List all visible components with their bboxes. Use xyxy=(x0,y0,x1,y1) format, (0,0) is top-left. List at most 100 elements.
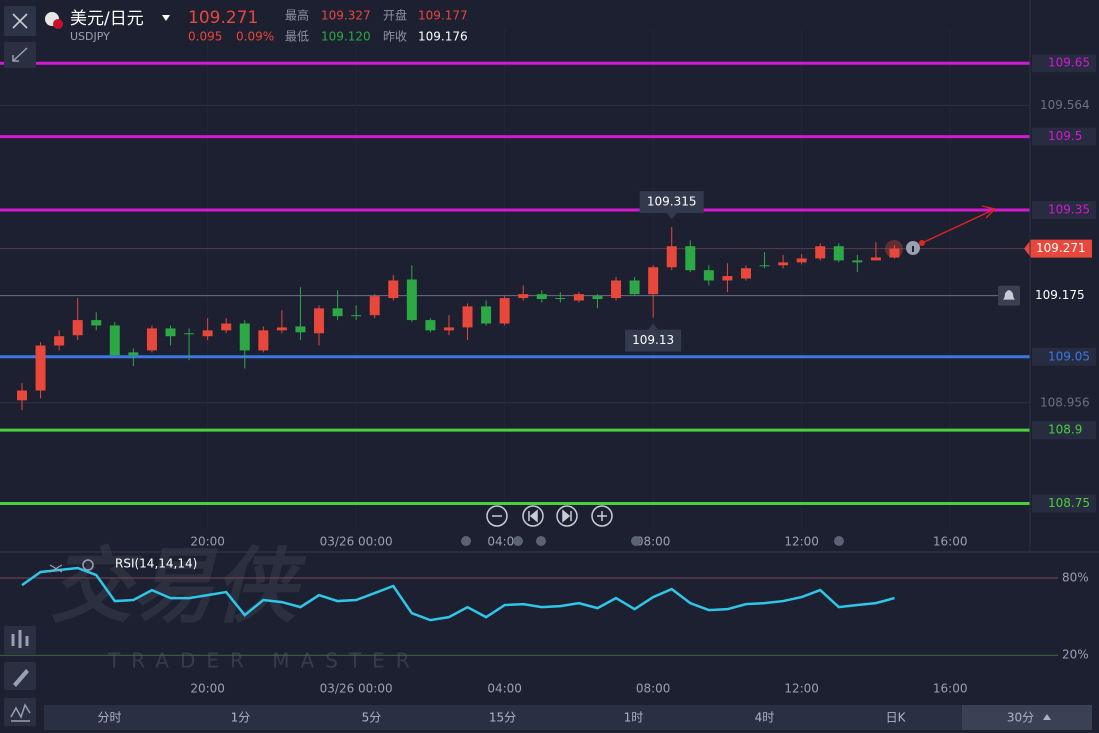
candle-body xyxy=(759,265,770,267)
stat-value: 109.177 xyxy=(418,9,468,23)
candle-body xyxy=(351,315,362,317)
candle-body xyxy=(555,298,566,300)
level-tag xyxy=(1032,494,1096,513)
high-callout-tip xyxy=(666,213,677,220)
candle-body xyxy=(443,327,454,331)
high-label: 109.315 xyxy=(647,195,697,209)
candle-body xyxy=(629,280,640,295)
trend-arrow[interactable] xyxy=(921,208,996,244)
candle-body xyxy=(369,296,380,316)
level-tag xyxy=(1032,127,1096,146)
tab-bar xyxy=(44,705,1092,730)
rsi-settings[interactable] xyxy=(82,559,94,571)
candle-body xyxy=(778,262,789,266)
last-price-tag xyxy=(1024,239,1092,258)
x-tick-label: 12:00 xyxy=(784,535,819,549)
stat-value: 109.120 xyxy=(321,30,371,44)
alert-bell xyxy=(1003,290,1015,300)
candle-body xyxy=(221,323,232,331)
line-tool[interactable] xyxy=(4,698,36,726)
candle-body xyxy=(128,352,139,356)
tabs: 分时 1分 5分 15分 1时 4时 日K 30分 xyxy=(97,711,1051,725)
level-label: 109.5 xyxy=(1048,129,1082,143)
arrow-head xyxy=(981,205,997,219)
candle-body xyxy=(184,333,195,335)
x-tick-label: 20:00 xyxy=(190,535,225,549)
zoom-controls[interactable] xyxy=(486,505,613,527)
candle-body xyxy=(276,327,287,331)
x-tick-label: 08:00 xyxy=(636,535,671,549)
y-tick-label: 80% xyxy=(1062,571,1089,585)
step-back[interactable] xyxy=(522,505,544,527)
watermark-subtitle: TRADER MASTER xyxy=(107,649,421,673)
stat-value: 109.176 xyxy=(418,30,468,44)
stat-value: 109.327 xyxy=(321,9,371,23)
candle-icon xyxy=(11,630,29,648)
tab[interactable]: 5分 xyxy=(362,711,382,725)
candle-body xyxy=(109,325,120,356)
tab[interactable]: 30分 xyxy=(1007,711,1034,725)
x-tick-label: 20:00 xyxy=(190,682,225,696)
zoom-in[interactable] xyxy=(591,505,613,527)
x-tick-label: 12:00 xyxy=(784,682,819,696)
y-tick-label: 108.956 xyxy=(1040,395,1090,409)
last-price-label: 109.271 xyxy=(1036,241,1086,255)
candle-body xyxy=(72,320,83,336)
tab[interactable]: 1时 xyxy=(624,711,644,725)
candle-body xyxy=(499,298,510,324)
tab-selected xyxy=(962,705,1092,730)
flag-icon-jp xyxy=(53,19,63,29)
tab[interactable]: 日K xyxy=(886,711,907,725)
candle-body xyxy=(796,258,807,263)
rsi-close[interactable] xyxy=(49,564,63,573)
level-tag xyxy=(1032,421,1096,440)
candle-body xyxy=(573,294,584,301)
candle-body xyxy=(870,257,881,261)
level-tag xyxy=(1032,201,1096,220)
tab-caret xyxy=(1043,714,1051,720)
last-glow xyxy=(885,240,903,258)
candle-body xyxy=(611,280,622,299)
candle-body xyxy=(740,268,751,279)
change: 0.095 xyxy=(188,30,222,44)
candle-body xyxy=(388,280,399,299)
info-glyph xyxy=(912,246,914,252)
low-callout-tip xyxy=(648,323,659,330)
level-label: 109.35 xyxy=(1048,203,1090,217)
candle-body xyxy=(146,328,157,351)
candle-body xyxy=(16,390,27,401)
candle-body xyxy=(239,323,250,351)
level-label: 109.05 xyxy=(1048,349,1090,363)
candle-body xyxy=(833,246,844,261)
candle-body xyxy=(406,279,417,321)
candle-body xyxy=(202,330,213,337)
tab[interactable]: 4时 xyxy=(755,711,775,725)
tab[interactable]: 1分 xyxy=(231,711,251,725)
rsi-line xyxy=(21,566,895,622)
candle-body xyxy=(332,308,343,317)
alert-label: 109.175 xyxy=(1035,288,1085,302)
zoom-out[interactable] xyxy=(486,505,508,527)
dropdown-icon[interactable] xyxy=(162,15,170,21)
candle-body xyxy=(165,328,176,337)
tab[interactable]: 分时 xyxy=(97,711,121,725)
high-callout xyxy=(639,191,704,214)
step-forward[interactable] xyxy=(556,505,578,527)
stat-label: 昨收 xyxy=(383,30,407,44)
candle-body xyxy=(425,320,436,331)
stat-label: 最高 xyxy=(285,8,309,23)
candle-body xyxy=(703,270,714,281)
close-icon xyxy=(12,13,28,29)
x-tick-label: 16:00 xyxy=(933,535,968,549)
tab[interactable]: 15分 xyxy=(489,711,516,725)
level-tag xyxy=(1032,347,1096,366)
stat-label: 开盘 xyxy=(383,8,407,23)
price: 109.271 xyxy=(188,8,258,28)
candle-body xyxy=(314,308,325,334)
level-label: 108.75 xyxy=(1048,496,1090,510)
watermark-title: 交易侠 xyxy=(50,539,307,634)
symbol-name[interactable]: 美元/日元 xyxy=(70,9,144,29)
rsi-chart: 80% 20% 20:00 03/26 00:00 04:00 08:00 12:00 16:… xyxy=(0,566,1089,696)
